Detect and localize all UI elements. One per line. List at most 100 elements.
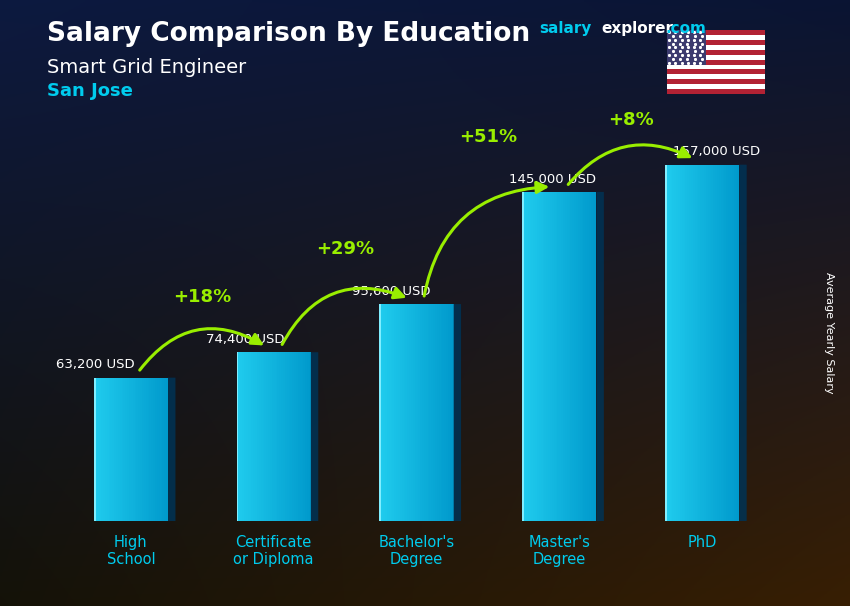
Bar (536, 192, 537, 521)
Bar (120, 378, 122, 521)
Bar (558, 192, 559, 521)
Bar (667, 40, 765, 45)
Bar (676, 165, 678, 521)
Bar (524, 192, 526, 521)
Bar (694, 165, 696, 521)
Bar (133, 378, 134, 521)
Bar (396, 304, 398, 521)
Text: +18%: +18% (173, 288, 231, 306)
Bar (667, 59, 765, 65)
Bar (570, 192, 572, 521)
Bar (110, 378, 112, 521)
Bar (307, 352, 309, 521)
Polygon shape (740, 165, 746, 521)
Bar (688, 165, 689, 521)
Bar (541, 192, 542, 521)
Bar (722, 165, 724, 521)
Bar (166, 378, 168, 521)
Bar (528, 192, 530, 521)
Bar (157, 378, 159, 521)
Bar (129, 378, 131, 521)
Bar (418, 304, 420, 521)
Bar (674, 165, 676, 521)
Bar (103, 378, 105, 521)
Bar (390, 304, 393, 521)
Bar (285, 352, 286, 521)
Bar (667, 65, 765, 70)
Bar (114, 378, 116, 521)
Bar (99, 378, 101, 521)
Polygon shape (311, 352, 318, 521)
Bar (105, 378, 107, 521)
Bar (398, 304, 399, 521)
Bar (128, 378, 129, 521)
Text: Salary Comparison By Education: Salary Comparison By Education (47, 21, 530, 47)
Text: explorer: explorer (602, 21, 674, 36)
Bar (683, 165, 685, 521)
Bar (667, 50, 765, 55)
Bar (440, 304, 443, 521)
Bar (268, 352, 270, 521)
Bar (164, 378, 167, 521)
Bar (667, 35, 765, 40)
Bar (155, 378, 157, 521)
Bar (259, 352, 261, 521)
Bar (277, 352, 280, 521)
Bar (578, 192, 580, 521)
Bar (724, 165, 726, 521)
Bar (580, 192, 581, 521)
Bar (298, 352, 300, 521)
Bar (426, 304, 428, 521)
Bar (280, 352, 281, 521)
Bar (270, 352, 272, 521)
Bar (439, 304, 440, 521)
Bar (305, 352, 307, 521)
Bar (667, 89, 765, 94)
Bar (547, 192, 548, 521)
Bar (309, 352, 311, 521)
Bar (416, 304, 418, 521)
Bar (443, 304, 445, 521)
Bar (437, 304, 439, 521)
Bar (682, 165, 683, 521)
Bar (545, 192, 547, 521)
Text: salary: salary (540, 21, 592, 36)
Bar (730, 165, 732, 521)
Bar (241, 352, 242, 521)
Bar (700, 165, 702, 521)
Bar (101, 378, 103, 521)
Bar (434, 304, 435, 521)
Bar (732, 165, 734, 521)
Bar (737, 165, 740, 521)
Bar (561, 192, 563, 521)
Bar (667, 30, 706, 65)
Bar (550, 192, 552, 521)
Text: +29%: +29% (316, 240, 374, 258)
Bar (420, 304, 422, 521)
Bar (413, 304, 415, 521)
Polygon shape (168, 378, 175, 521)
Text: 63,200 USD: 63,200 USD (56, 358, 134, 371)
Bar (393, 304, 394, 521)
Bar (735, 165, 738, 521)
Bar (286, 352, 289, 521)
Bar (404, 304, 405, 521)
Bar (429, 304, 432, 521)
Bar (266, 352, 268, 521)
Bar (592, 192, 595, 521)
Text: +51%: +51% (459, 128, 517, 145)
Text: Smart Grid Engineer: Smart Grid Engineer (47, 58, 246, 76)
Text: 157,000 USD: 157,000 USD (673, 145, 760, 158)
Bar (131, 378, 133, 521)
Bar (450, 304, 452, 521)
Bar (407, 304, 409, 521)
Bar (569, 192, 570, 521)
Bar (537, 192, 539, 521)
Bar (109, 378, 110, 521)
Bar (526, 192, 528, 521)
Bar (247, 352, 250, 521)
Bar (116, 378, 118, 521)
Bar (693, 165, 694, 521)
Bar (586, 192, 587, 521)
Bar (148, 378, 150, 521)
